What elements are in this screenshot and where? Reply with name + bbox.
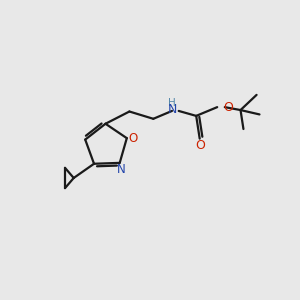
Text: O: O bbox=[195, 139, 205, 152]
Text: H: H bbox=[168, 98, 176, 108]
Text: O: O bbox=[223, 100, 233, 114]
Text: N: N bbox=[117, 163, 126, 176]
Text: O: O bbox=[129, 132, 138, 145]
Text: N: N bbox=[168, 103, 178, 116]
